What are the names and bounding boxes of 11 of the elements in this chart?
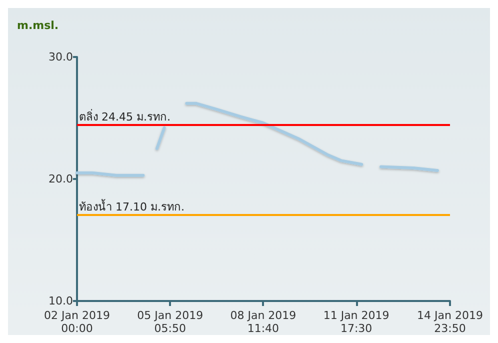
ref-line-label: ท้องน้ำ 17.10 ม.รทก.: [79, 198, 184, 214]
x-tick-label: 02 Jan 2019 00:00: [44, 309, 110, 335]
x-tick-label: 08 Jan 2019 11:40: [230, 309, 296, 335]
y-tick-label: 10.0: [48, 294, 73, 308]
x-tick-label: 14 Jan 2019 23:50: [417, 309, 483, 335]
y-tick-label: 30.0: [48, 50, 73, 64]
ref-line-label: ตลิ่ง 24.45 ม.รทก.: [79, 108, 170, 124]
x-tick-label: 11 Jan 2019 17:30: [323, 309, 390, 335]
y-axis-title: m.msl.: [17, 19, 59, 32]
x-tick-label: 05 Jan 2019 05:50: [137, 309, 204, 335]
y-tick-label: 20.0: [48, 172, 73, 186]
